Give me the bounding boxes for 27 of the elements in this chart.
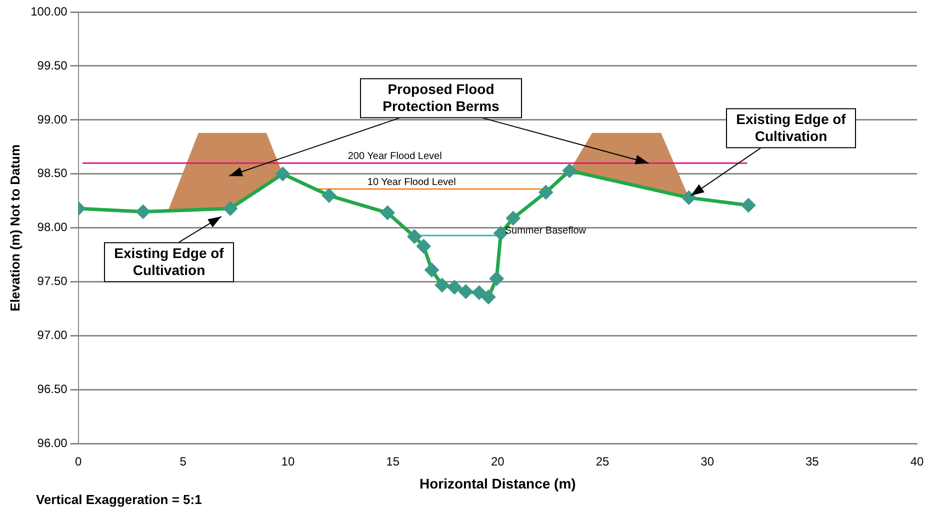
callout-box: Existing Edge of Cultivation [104, 242, 234, 282]
series-label: 10 Year Flood Level [367, 177, 456, 188]
text: Vertical Exaggeration = 5:1 [36, 492, 202, 507]
callout-box: Existing Edge of Cultivation [726, 108, 856, 148]
y-tick-label: 99.00 [37, 112, 68, 126]
x-tick-label: 15 [386, 454, 400, 468]
y-tick-label: 96.00 [37, 436, 68, 450]
x-tick-label: 5 [180, 454, 187, 468]
x-axis-title: Horizontal Distance (m) [419, 475, 576, 492]
y-tick-label: 98.00 [37, 220, 68, 234]
y-tick-label: 96.50 [37, 382, 68, 396]
x-tick-label: 0 [74, 454, 82, 468]
x-tick-label: 25 [596, 454, 610, 468]
series-label: 200 Year Flood Level [348, 151, 442, 162]
callout-box: Proposed Flood Protection Berms [360, 78, 522, 118]
series-label: Summer Baseflow [504, 225, 587, 236]
y-tick-label: 99.50 [37, 58, 68, 72]
x-tick-label: 10 [281, 454, 295, 468]
y-tick-label: 100.00 [30, 4, 68, 18]
y-tick-label: 97.00 [37, 328, 68, 342]
x-tick-label: 30 [700, 454, 714, 468]
x-tick-label: 40 [910, 454, 924, 468]
y-tick-label: 97.50 [37, 274, 68, 288]
y-axis-title: Elevation (m) Not to Datum [7, 144, 22, 312]
x-tick-label: 20 [490, 454, 505, 468]
x-tick-label: 35 [805, 454, 820, 468]
y-tick-label: 98.50 [37, 166, 68, 180]
